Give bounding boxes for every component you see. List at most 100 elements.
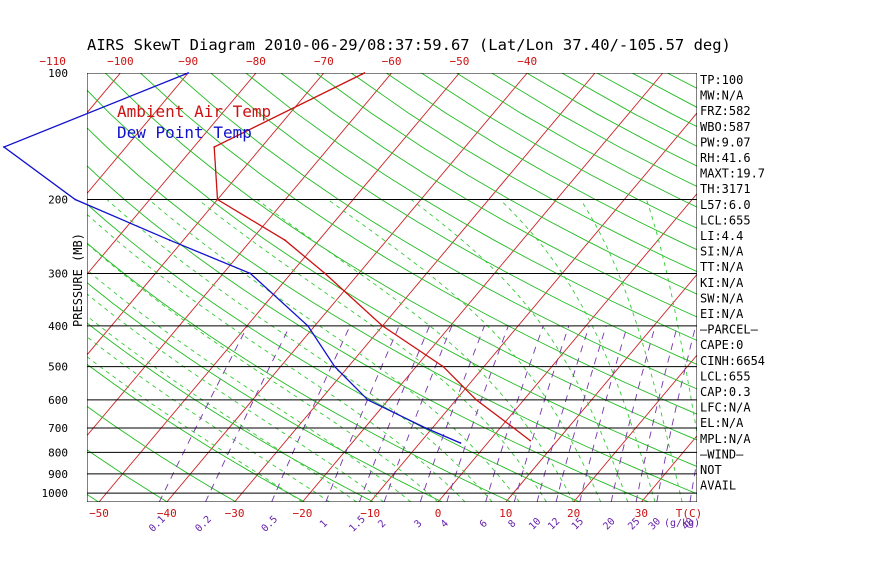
dew-point-temp-point (307, 325, 309, 327)
ambient-air-temp-point (213, 146, 215, 148)
stat-line: LCL:655 (700, 213, 751, 227)
dew-point-temp-point (367, 399, 369, 401)
dry-adiabat-line (492, 73, 870, 502)
ambient-air-temp-point (475, 399, 477, 401)
pressure-tick-label: 200 (48, 194, 68, 207)
dew-point-temp-point (249, 273, 251, 275)
isotherm-line (777, 73, 870, 502)
stat-line: L57:6.0 (700, 198, 751, 212)
stat-line: TP:100 (700, 73, 743, 87)
mixing-ratio-label: 30 (647, 516, 663, 532)
ambient-air-temp-point (529, 440, 531, 442)
stat-line: CAPE:0 (700, 338, 743, 352)
stat-line: CINH:6654 (700, 354, 765, 368)
stat-line: MAXT:19.7 (700, 167, 765, 181)
stat-line: RH:41.6 (700, 151, 751, 165)
isotherm-line (641, 73, 870, 502)
stat-line: MPL:N/A (700, 432, 751, 446)
mixing-ratio-label: 3 (412, 518, 424, 530)
pressure-tick-label: 1000 (42, 487, 69, 500)
pressure-tick-label: 500 (48, 361, 68, 374)
dry-adiabat-line (527, 73, 870, 502)
dew-point-temp-point (3, 146, 5, 148)
dry-adiabat-line (351, 73, 870, 502)
mixing-ratio-label: 8 (506, 518, 518, 530)
pressure-tick-label: 800 (48, 446, 68, 459)
stat-line: MW:N/A (700, 89, 744, 103)
mixing-ratio-label: 10 (527, 516, 543, 532)
moist-adiabat-line (71, 200, 465, 503)
ambient-air-temp-point (382, 325, 384, 327)
pressure-tick-label: 900 (48, 468, 68, 481)
ambient-air-temp-point (324, 273, 326, 275)
isotherm-line (506, 73, 866, 502)
isotherm-line (370, 73, 730, 502)
dew-point-temp-point (187, 72, 189, 74)
top-temp-tick-label: −90 (178, 55, 198, 68)
stat-line: CAP:0.3 (700, 385, 751, 399)
stat-line: EI:N/A (700, 307, 744, 321)
chart-title: AIRS SkewT Diagram 2010-06-29/08:37:59.6… (87, 36, 731, 54)
stat-line: —WIND— (700, 447, 744, 461)
stat-line: SI:N/A (700, 245, 744, 259)
stat-line: KI:N/A (700, 276, 744, 290)
mixing-ratio-line (611, 326, 655, 502)
dry-adiabat-line (632, 73, 870, 502)
isotherm-line (0, 73, 120, 502)
stat-line: PW:9.07 (700, 135, 751, 149)
bottom-temp-tick-label: 0 (435, 507, 442, 520)
pressure-tick-label: 400 (48, 320, 68, 333)
stat-line: LI:4.4 (700, 229, 743, 243)
pressure-axis-label: PRESSURE (MB) (71, 233, 85, 327)
top-temp-tick-label: −50 (449, 55, 469, 68)
stat-line: LFC:N/A (700, 401, 751, 415)
top-temp-tick-label: −60 (382, 55, 402, 68)
ambient-air-temp-point (284, 239, 286, 241)
top-temp-tick-label: −110 (39, 55, 66, 68)
top-temp-tick-label: −40 (517, 55, 537, 68)
bottom-temp-tick-label: −30 (225, 507, 245, 520)
mixing-ratio-label: 0.2 (193, 514, 214, 535)
dry-adiabat-line (281, 73, 870, 502)
stat-line: WBO:587 (700, 120, 751, 134)
dry-adiabat-line (316, 73, 870, 502)
dry-adiabat-line (421, 73, 870, 502)
moist-adiabat-line (107, 200, 492, 503)
stat-line: NOT (700, 463, 722, 477)
moist-adiabat-line (149, 200, 520, 503)
top-temp-tick-label: −70 (314, 55, 334, 68)
dry-adiabat-line (773, 73, 870, 502)
bottom-temp-tick-label: −50 (89, 507, 109, 520)
moist-adiabat-line (328, 200, 601, 503)
dew-point-temp-point (460, 442, 462, 444)
dry-adiabat-line (457, 73, 870, 502)
dew-point-temp-point (334, 366, 336, 368)
stat-line: SW:N/A (700, 291, 744, 305)
ambient-air-temp-point (442, 366, 444, 368)
top-temp-tick-label: −80 (246, 55, 266, 68)
dry-adiabat-line (808, 73, 870, 502)
dry-adiabat-line (737, 73, 870, 502)
pressure-tick-label: 600 (48, 394, 68, 407)
moist-adiabat-line (198, 200, 547, 503)
isotherm-line (302, 73, 662, 502)
legend-dew-point-temp: Dew Point Temp (117, 123, 252, 142)
moist-adiabat-line (0, 200, 302, 503)
pressure-tick-label: 100 (48, 67, 68, 80)
dry-adiabat-line (211, 73, 870, 502)
stat-line: —PARCEL— (700, 323, 759, 337)
ambient-air-temp-point (217, 199, 219, 201)
dry-adiabat-line (0, 73, 30, 502)
dry-adiabat-line (667, 73, 870, 502)
mixing-ratio-label: 4 (439, 518, 451, 530)
mixing-ratio-label: 6 (478, 518, 490, 530)
mixing-ratio-line (359, 326, 429, 502)
mixing-ratio-line (384, 326, 452, 502)
pressure-tick-label: 700 (48, 422, 68, 435)
moist-adiabat-line (500, 200, 655, 503)
mixing-ratio-label: 2 (376, 518, 388, 530)
dew-point-temp-point (425, 427, 427, 429)
stat-line: EL:N/A (700, 416, 744, 430)
stats-panel: TP:100MW:N/AFRZ:582WBO:587PW:9.07RH:41.6… (700, 73, 765, 493)
